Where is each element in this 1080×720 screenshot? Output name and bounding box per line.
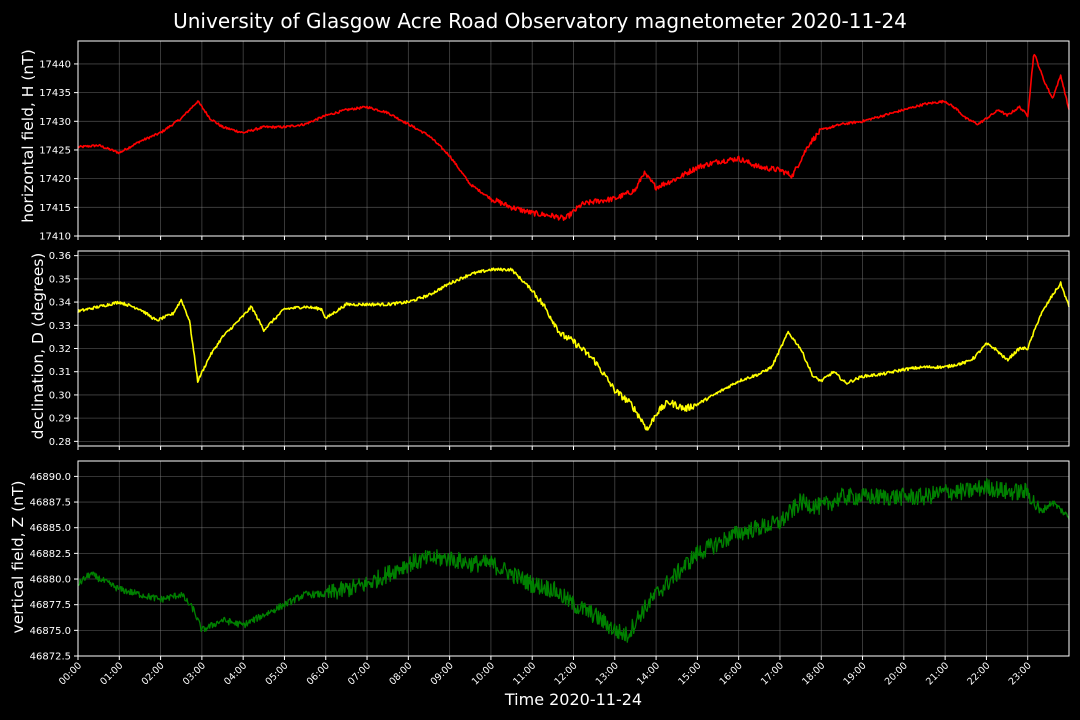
y-tick-label: 0.32 bbox=[49, 344, 71, 355]
x-tick-label: 21:00 bbox=[924, 660, 951, 687]
x-tick-label: 04:00 bbox=[222, 660, 249, 687]
d-panel-ylabel: declination, D (degrees) bbox=[29, 252, 47, 440]
y-tick-label: 46872.5 bbox=[30, 652, 71, 663]
x-tick-label: 22:00 bbox=[965, 660, 992, 687]
y-tick-label: 17435 bbox=[39, 88, 71, 99]
y-tick-label: 46875.0 bbox=[30, 626, 71, 637]
y-tick-label: 17415 bbox=[39, 203, 71, 214]
data-series-line bbox=[77, 267, 1070, 431]
y-tick-label: 46880.0 bbox=[30, 575, 71, 586]
x-tick-label: 08:00 bbox=[387, 660, 414, 687]
y-tick-label: 46882.5 bbox=[30, 549, 71, 560]
x-axis-label: Time 2020-11-24 bbox=[504, 690, 643, 709]
y-tick-label: 46885.0 bbox=[30, 523, 71, 534]
y-tick-label: 17425 bbox=[39, 145, 71, 156]
y-tick-label: 0.28 bbox=[49, 437, 71, 448]
x-tick-label: 16:00 bbox=[718, 660, 745, 687]
z-panel-ylabel: vertical field, Z (nT) bbox=[9, 480, 27, 634]
x-tick-label: 14:00 bbox=[635, 660, 662, 687]
x-tick-label: 09:00 bbox=[429, 660, 456, 687]
axes-frame bbox=[77, 250, 1070, 447]
y-tick-label: 17420 bbox=[39, 174, 71, 185]
x-tick-label: 15:00 bbox=[676, 660, 703, 687]
y-tick-label: 17440 bbox=[39, 59, 71, 70]
x-tick-label: 01:00 bbox=[98, 660, 125, 687]
axes-frame bbox=[77, 460, 1070, 657]
y-tick-label: 17430 bbox=[39, 117, 71, 128]
y-tick-label: 46887.5 bbox=[30, 498, 71, 509]
data-series-line bbox=[77, 478, 1070, 643]
h-panel-ylabel: horizontal field, H (nT) bbox=[19, 49, 37, 223]
x-tick-label: 17:00 bbox=[759, 660, 786, 687]
y-tick-label: 0.31 bbox=[49, 367, 71, 378]
y-tick-label: 46877.5 bbox=[30, 600, 71, 611]
data-series-line bbox=[77, 53, 1070, 221]
x-tick-label: 12:00 bbox=[552, 660, 579, 687]
x-tick-label: 03:00 bbox=[181, 660, 208, 687]
x-tick-label: 05:00 bbox=[263, 660, 290, 687]
x-tick-label: 06:00 bbox=[305, 660, 332, 687]
x-tick-label: 19:00 bbox=[842, 660, 869, 687]
x-tick-label: 23:00 bbox=[1007, 660, 1034, 687]
x-tick-label: 10:00 bbox=[470, 660, 497, 687]
y-tick-label: 17410 bbox=[39, 232, 71, 243]
y-tick-label: 0.29 bbox=[49, 414, 71, 425]
axes-frame bbox=[77, 40, 1070, 237]
x-tick-label: 18:00 bbox=[800, 660, 827, 687]
chart-title: University of Glasgow Acre Road Observat… bbox=[173, 9, 907, 33]
y-tick-label: 0.30 bbox=[49, 390, 71, 401]
x-tick-label: 20:00 bbox=[883, 660, 910, 687]
x-tick-label: 02:00 bbox=[140, 660, 167, 687]
y-tick-label: 0.36 bbox=[49, 251, 71, 262]
x-tick-label: 13:00 bbox=[594, 660, 621, 687]
y-tick-label: 46890.0 bbox=[30, 472, 71, 483]
y-tick-label: 0.34 bbox=[49, 298, 71, 309]
x-tick-label: 11:00 bbox=[511, 660, 538, 687]
y-tick-label: 0.35 bbox=[49, 274, 71, 285]
y-tick-label: 0.33 bbox=[49, 321, 71, 332]
x-tick-label: 07:00 bbox=[346, 660, 373, 687]
x-tick-label: 00:00 bbox=[57, 660, 84, 687]
